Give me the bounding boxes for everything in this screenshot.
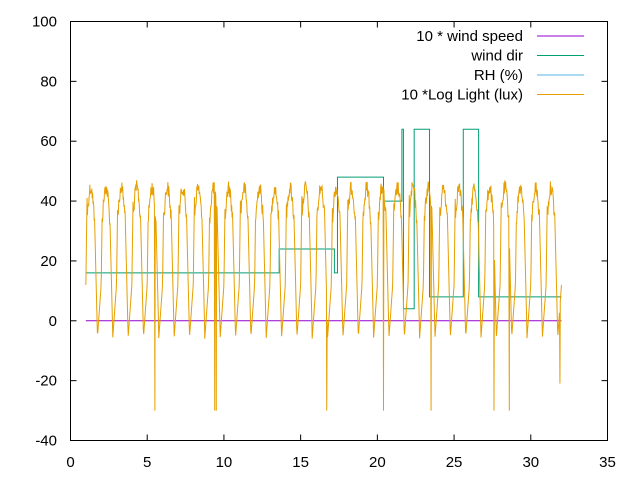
x-tick-label: 20: [369, 454, 386, 471]
legend-label: RH (%): [474, 67, 523, 84]
y-tick-label: 40: [40, 193, 57, 210]
legend-label: 10 * wind speed: [416, 28, 523, 45]
series-layer: [85, 128, 562, 411]
y-tick-label: -40: [35, 433, 57, 450]
axis-ticks: 0 5 10 15 20 25 30 35 -40 -20 0 20 40 60 80 100: [32, 14, 616, 472]
legend: 10 * wind speed wind dir RH (%) 10 *Log Lig…: [401, 28, 584, 104]
y-tick-label: -20: [35, 373, 57, 390]
legend-label: wind dir: [470, 48, 523, 65]
x-tick-label: 25: [446, 454, 463, 471]
series-10-log-light-lux-line: [85, 180, 562, 411]
y-tick-label: 0: [49, 313, 57, 330]
x-tick-label: 35: [599, 454, 616, 471]
x-tick-label: 10: [216, 454, 233, 471]
y-tick-label: 80: [40, 73, 57, 90]
legend-label: 10 *Log Light (lux): [401, 87, 523, 104]
y-tick-label: 60: [40, 133, 57, 150]
series-wind-dir-line: [85, 128, 562, 310]
plot-frame: [70, 21, 608, 441]
x-tick-label: 0: [66, 454, 74, 471]
y-tick-label: 20: [40, 253, 57, 270]
x-tick-label: 30: [522, 454, 539, 471]
x-tick-label: 15: [292, 454, 309, 471]
x-tick-label: 5: [143, 454, 151, 471]
y-tick-label: 100: [32, 14, 57, 31]
